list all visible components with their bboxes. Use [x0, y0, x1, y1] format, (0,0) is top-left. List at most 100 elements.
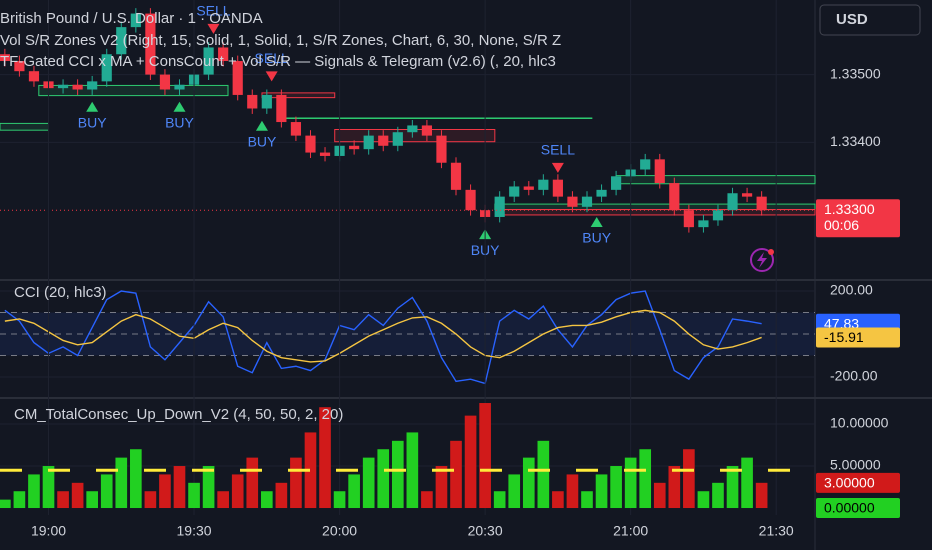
y-tick-label: 1.33500 [830, 65, 881, 81]
currency-button[interactable] [819, 4, 921, 36]
consec-bar [0, 499, 11, 509]
y-tick-label: -200.00 [830, 368, 878, 384]
candle-body [159, 74, 171, 90]
consec-bar [610, 466, 622, 509]
candle-body [567, 196, 578, 207]
consec-bar [741, 457, 753, 509]
last-value-label-box [816, 327, 900, 348]
candle-body [407, 125, 418, 133]
signal-marker [207, 23, 220, 34]
consec-bar [71, 482, 84, 509]
signal-label: BUY [582, 230, 611, 246]
consec-bar [406, 432, 419, 509]
consec-bar [173, 466, 186, 509]
consec-bar [435, 466, 448, 509]
candle-body [87, 81, 98, 90]
candle-body [698, 220, 709, 228]
consec-bar [319, 407, 331, 509]
candle-body [523, 186, 534, 190]
candle-body [727, 193, 738, 211]
candle-body [741, 193, 753, 197]
sr-zone [494, 203, 816, 211]
signal-marker [255, 120, 268, 131]
candle-body [261, 94, 272, 109]
last-value-label: -15.91 [824, 329, 864, 345]
candle-body [494, 196, 505, 217]
indicator-label: Vol S/R Zones V2 (Right, 15, Solid, 1, S… [0, 32, 561, 49]
x-tick-label: 21:00 [613, 523, 648, 539]
consec-bar [493, 491, 506, 509]
consec-bar [115, 457, 128, 509]
consec-bar [566, 474, 579, 509]
consec-bar [304, 432, 317, 509]
x-tick-label: 20:30 [468, 523, 503, 539]
consec-bar [421, 491, 433, 509]
consec-bar [202, 466, 215, 509]
cci-line [4, 290, 762, 385]
alert-icon-bolt[interactable] [757, 252, 767, 268]
signal-marker [551, 162, 564, 173]
alert-dot [768, 249, 774, 255]
x-tick-label: 19:00 [31, 523, 66, 539]
candle-body [596, 189, 607, 197]
consec-bar [726, 466, 739, 509]
x-tick-label: 20:00 [322, 523, 357, 539]
candle-body [218, 47, 229, 62]
consec-bar [464, 415, 477, 509]
candle-body [232, 61, 243, 95]
last-value-label: 0.00000 [824, 500, 875, 516]
consec-bar [217, 491, 229, 509]
consec-bar [100, 474, 113, 509]
candle-body [756, 196, 767, 211]
signal-marker [590, 216, 603, 227]
pane-title: CM_TotalConsec_Up_Down_V2 (4, 50, 50, 2,… [14, 406, 343, 423]
consec-bar [260, 491, 273, 509]
signal-label: SELL [541, 142, 575, 158]
candle-body [247, 94, 258, 109]
symbol-title: British Pound / U.S. Dollar · 1 · OANDA [0, 10, 263, 27]
sr-zone [280, 117, 593, 119]
candle-body [28, 71, 40, 82]
pane-title: CCI (20, hlc3) [14, 284, 107, 301]
consec-bar [246, 457, 259, 509]
signal-marker [265, 71, 278, 82]
x-tick-label: 19:30 [177, 523, 212, 539]
candle-body [436, 135, 447, 163]
signal-label: BUY [248, 133, 277, 149]
currency-label[interactable]: USD [836, 11, 868, 28]
x-tick-label: 21:30 [759, 523, 794, 539]
consec-bar [653, 482, 666, 509]
header: British Pound / U.S. Dollar · 1 · OANDA … [0, 4, 921, 423]
signal-label: BUY [78, 114, 107, 130]
candle-body [101, 54, 112, 82]
sr-zone [38, 84, 229, 97]
candle-body [116, 27, 127, 55]
consec-bar [130, 449, 142, 509]
consec-bar [755, 482, 768, 509]
consec-bar [522, 457, 535, 509]
candle-body [465, 189, 476, 211]
signal-marker [86, 101, 99, 112]
y-tick-label: 5.00000 [830, 457, 881, 473]
candle-body [349, 145, 360, 150]
consec-bar [624, 457, 637, 509]
consec-bar [86, 491, 98, 509]
consec-bar [28, 474, 40, 509]
y-tick-label: 1.33400 [830, 133, 881, 149]
signal-label: BUY [165, 114, 194, 130]
candle-body [378, 135, 389, 146]
consec-bar [537, 440, 550, 509]
alert-icon[interactable] [750, 248, 774, 272]
candle-body [509, 186, 520, 197]
candle-body [421, 125, 432, 136]
candle-body [552, 179, 563, 197]
candle-body [640, 159, 651, 170]
consec-bar [13, 491, 26, 509]
sr-zone [615, 175, 816, 185]
countdown-label: 00:06 [824, 217, 859, 233]
last-value-label-box [816, 472, 900, 493]
consec-bar [333, 491, 346, 509]
candle-body [290, 122, 302, 136]
sr-zone [499, 209, 816, 216]
